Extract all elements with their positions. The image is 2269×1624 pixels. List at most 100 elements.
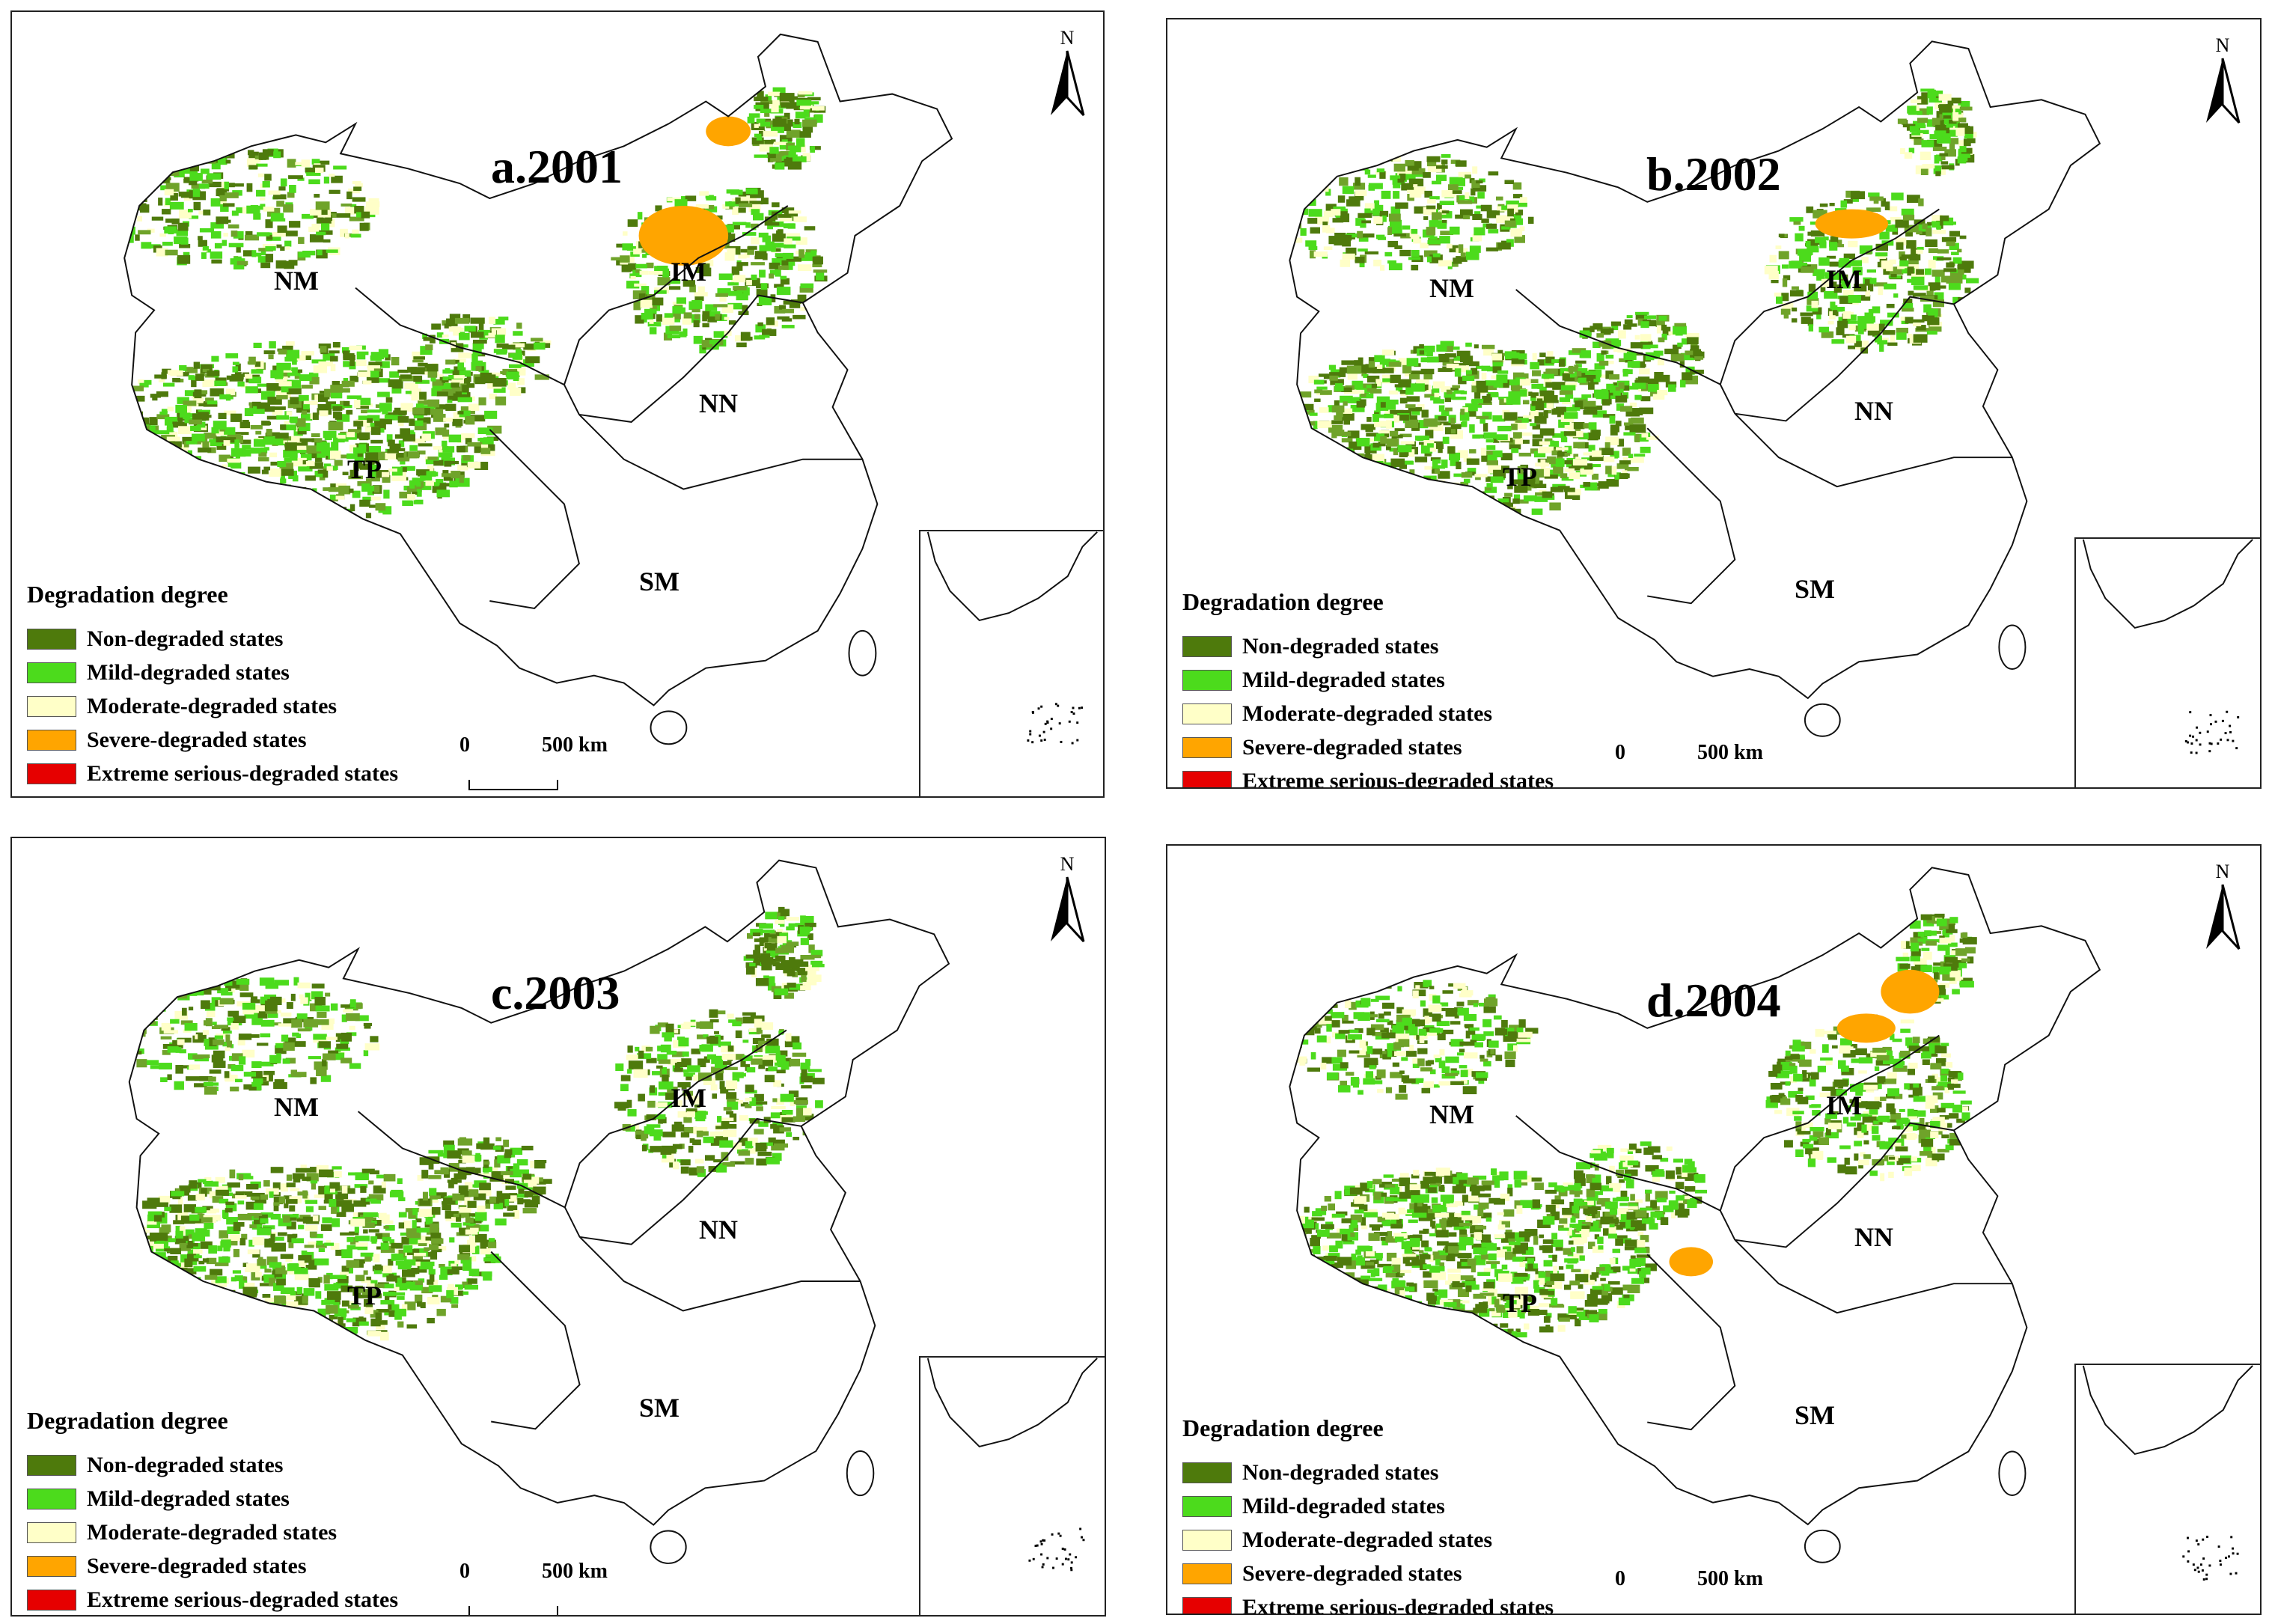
inset-island [1079,1527,1082,1530]
inset-island [1060,740,1063,743]
legend-label: Extreme serious-degraded states [87,1587,399,1612]
legend-swatch [1182,1462,1232,1483]
inset-island [1061,1547,1064,1550]
region-boundary [1515,289,1736,415]
inset-island [2219,1563,2222,1566]
region-boundary [490,1251,581,1430]
inset-island [2221,719,2224,722]
inset-island [1075,1556,1078,1559]
inset-island [2206,1536,2209,1539]
legend-label: Mild-degraded states [87,659,290,685]
region-boundary [1735,1122,1955,1248]
legend-label: Moderate-degraded states [1242,700,1493,726]
inset-island [1070,710,1073,713]
inset-island [1042,730,1045,733]
region-label-nn: NN [699,1215,738,1245]
scale-bar-line [468,1606,558,1615]
legend-item: Severe-degraded states [27,1549,398,1583]
legend-swatch [27,695,76,717]
inset-island [2197,1543,2200,1546]
scale-start: 0 [1615,741,1625,764]
region-label-tp: TP [347,454,382,484]
inset-island [1069,1553,1072,1556]
legend-swatch [27,1454,76,1476]
vegetation-cover [129,906,825,1347]
inset-island [1072,712,1075,715]
inset-island [2235,1572,2238,1575]
legend-label: Mild-degraded states [87,1486,290,1511]
inset-island [2199,1563,2202,1566]
inset-island [1041,1566,1044,1569]
legend-item: Mild-degraded states [1182,663,1554,697]
inset-island [1050,718,1053,721]
legend-swatch [1182,770,1232,787]
inset-island [2209,714,2212,717]
scale-start: 0 [459,1560,470,1583]
region-boundary [1515,1115,1736,1241]
legend-title: Degradation degree [27,581,228,608]
inset-island [2236,1552,2239,1555]
inset-map [2082,1365,2253,1581]
panel-title: b.2002 [1646,147,1781,201]
island [1998,624,2027,670]
inset-island [2195,739,2198,742]
inset-island [1070,1561,1073,1564]
legend-label: Non-degraded states [87,626,284,651]
scale-bar-line [1624,1614,1714,1615]
inset-island [1032,1557,1035,1560]
scale-end: 500 km [542,733,608,757]
legend-swatch [1182,736,1232,758]
island [848,629,877,677]
inset-coastline [926,531,1098,622]
inset-island [1050,727,1053,730]
legend: Degradation degree Non-degraded states M… [27,581,398,790]
south-china-sea-inset [919,530,1103,796]
inset-island [1054,703,1057,706]
inset-island [2186,741,2189,744]
region-label-im: IM [671,1083,706,1113]
legend-swatch [1182,1529,1232,1551]
inset-island [2205,1578,2208,1581]
scale-bar: 0 500 km [1609,741,1763,768]
legend-swatch [1182,703,1232,724]
map-panel-2002: b.2002 NM IM NN TP SM N Degradation degr… [1166,18,2262,789]
legend: Degradation degree Non-degraded states M… [1182,1414,1554,1615]
inset-island [2187,1560,2190,1563]
inset-island [1040,1542,1043,1545]
region-boundary [564,205,789,385]
region-boundary [578,294,803,423]
legend-label: Extreme serious-degraded states [1242,1594,1554,1615]
legend-label: Severe-degraded states [87,1553,307,1578]
region-boundary [1734,1239,2012,1314]
inset-island [2187,1550,2190,1553]
inset-island [1042,1563,1045,1566]
north-arrow-label: N [1060,27,1075,49]
region-boundary [579,1117,801,1245]
inset-island [2201,1569,2204,1572]
legend-item: Non-degraded states [27,1448,398,1482]
inset-island [1081,706,1084,709]
inset-island [2217,742,2220,745]
inset-island [2209,723,2212,726]
legend-label: Moderate-degraded states [1242,1527,1493,1552]
inset-island [1082,1539,1085,1542]
inset-island [2182,1555,2185,1558]
region-label-sm: SM [1795,1400,1835,1430]
region-label-tp: TP [1503,1288,1538,1318]
inset-island [1043,738,1046,741]
legend-swatch [1182,669,1232,691]
region-label-im: IM [1826,264,1862,294]
inset-island [2192,735,2195,738]
inset-island [2232,1552,2235,1555]
inset-island [1044,722,1047,725]
region-boundary [1646,1254,1736,1431]
legend-swatch [27,729,76,751]
vegetation-cover [1289,88,1979,519]
legend: Degradation degree Non-degraded states M… [1182,588,1554,787]
north-arrow: N [1045,27,1090,120]
legend-label: Non-degraded states [1242,1459,1439,1485]
inset-island [1076,721,1079,724]
inset-island [2199,743,2202,746]
legend-item: Moderate-degraded states [27,1515,398,1549]
north-arrow: N [1045,853,1090,947]
